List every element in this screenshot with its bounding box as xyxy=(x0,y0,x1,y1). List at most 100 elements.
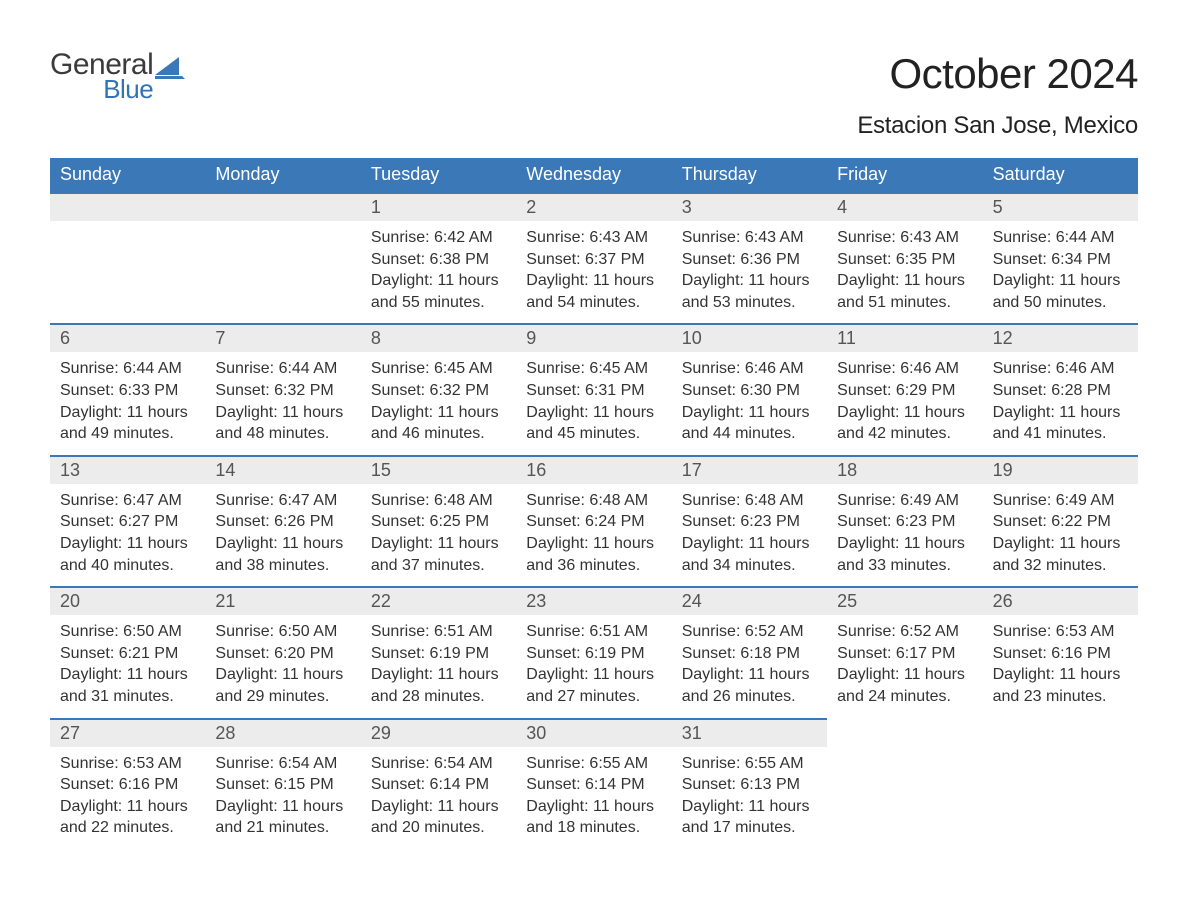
sunrise-line: Sunrise: 6:55 AM xyxy=(682,753,817,775)
daylight-line: Daylight: 11 hours and 50 minutes. xyxy=(993,270,1128,313)
day-number: 8 xyxy=(361,323,516,352)
daylight-line: Daylight: 11 hours and 55 minutes. xyxy=(371,270,506,313)
sunrise-line: Sunrise: 6:44 AM xyxy=(215,358,350,380)
day-number: 26 xyxy=(983,586,1138,615)
weekday-header: Thursday xyxy=(672,158,827,192)
sunset-line: Sunset: 6:16 PM xyxy=(993,643,1128,665)
calendar-cell: 3Sunrise: 6:43 AMSunset: 6:36 PMDaylight… xyxy=(672,192,827,323)
calendar-cell: 31Sunrise: 6:55 AMSunset: 6:13 PMDayligh… xyxy=(672,718,827,849)
title-block: October 2024 Estacion San Jose, Mexico xyxy=(857,50,1138,140)
sunrise-line: Sunrise: 6:44 AM xyxy=(993,227,1128,249)
calendar-cell-empty xyxy=(205,192,360,323)
calendar-grid: SundayMondayTuesdayWednesdayThursdayFrid… xyxy=(50,158,1138,849)
calendar-cell: 29Sunrise: 6:54 AMSunset: 6:14 PMDayligh… xyxy=(361,718,516,849)
day-content: Sunrise: 6:44 AMSunset: 6:34 PMDaylight:… xyxy=(983,221,1138,323)
daylight-line: Daylight: 11 hours and 41 minutes. xyxy=(993,402,1128,445)
sunset-line: Sunset: 6:32 PM xyxy=(371,380,506,402)
sunrise-line: Sunrise: 6:43 AM xyxy=(837,227,972,249)
calendar-cell: 30Sunrise: 6:55 AMSunset: 6:14 PMDayligh… xyxy=(516,718,671,849)
day-content: Sunrise: 6:52 AMSunset: 6:18 PMDaylight:… xyxy=(672,615,827,717)
logo-text: General Blue xyxy=(50,50,153,102)
day-number: 7 xyxy=(205,323,360,352)
sunset-line: Sunset: 6:32 PM xyxy=(215,380,350,402)
day-number: 13 xyxy=(50,455,205,484)
daylight-line: Daylight: 11 hours and 17 minutes. xyxy=(682,796,817,839)
day-number: 14 xyxy=(205,455,360,484)
day-content: Sunrise: 6:43 AMSunset: 6:35 PMDaylight:… xyxy=(827,221,982,323)
calendar-cell: 21Sunrise: 6:50 AMSunset: 6:20 PMDayligh… xyxy=(205,586,360,717)
sunset-line: Sunset: 6:23 PM xyxy=(682,511,817,533)
calendar-cell: 22Sunrise: 6:51 AMSunset: 6:19 PMDayligh… xyxy=(361,586,516,717)
sail-icon xyxy=(155,57,185,79)
calendar-cell: 12Sunrise: 6:46 AMSunset: 6:28 PMDayligh… xyxy=(983,323,1138,454)
daylight-line: Daylight: 11 hours and 51 minutes. xyxy=(837,270,972,313)
sunrise-line: Sunrise: 6:54 AM xyxy=(215,753,350,775)
sunset-line: Sunset: 6:36 PM xyxy=(682,249,817,271)
sunrise-line: Sunrise: 6:54 AM xyxy=(371,753,506,775)
sunrise-line: Sunrise: 6:46 AM xyxy=(837,358,972,380)
sunset-line: Sunset: 6:16 PM xyxy=(60,774,195,796)
calendar-cell: 23Sunrise: 6:51 AMSunset: 6:19 PMDayligh… xyxy=(516,586,671,717)
sunset-line: Sunset: 6:26 PM xyxy=(215,511,350,533)
sunset-line: Sunset: 6:24 PM xyxy=(526,511,661,533)
calendar-cell: 26Sunrise: 6:53 AMSunset: 6:16 PMDayligh… xyxy=(983,586,1138,717)
day-content: Sunrise: 6:48 AMSunset: 6:25 PMDaylight:… xyxy=(361,484,516,586)
sunrise-line: Sunrise: 6:49 AM xyxy=(993,490,1128,512)
weekday-header: Sunday xyxy=(50,158,205,192)
sunrise-line: Sunrise: 6:48 AM xyxy=(526,490,661,512)
day-content: Sunrise: 6:43 AMSunset: 6:36 PMDaylight:… xyxy=(672,221,827,323)
day-content: Sunrise: 6:49 AMSunset: 6:22 PMDaylight:… xyxy=(983,484,1138,586)
day-number: 6 xyxy=(50,323,205,352)
day-number: 9 xyxy=(516,323,671,352)
day-content: Sunrise: 6:46 AMSunset: 6:29 PMDaylight:… xyxy=(827,352,982,454)
day-content: Sunrise: 6:48 AMSunset: 6:24 PMDaylight:… xyxy=(516,484,671,586)
sunset-line: Sunset: 6:35 PM xyxy=(837,249,972,271)
calendar-cell: 18Sunrise: 6:49 AMSunset: 6:23 PMDayligh… xyxy=(827,455,982,586)
day-number: 4 xyxy=(827,192,982,221)
sunset-line: Sunset: 6:37 PM xyxy=(526,249,661,271)
daylight-line: Daylight: 11 hours and 24 minutes. xyxy=(837,664,972,707)
day-content: Sunrise: 6:45 AMSunset: 6:31 PMDaylight:… xyxy=(516,352,671,454)
sunrise-line: Sunrise: 6:45 AM xyxy=(371,358,506,380)
sunset-line: Sunset: 6:21 PM xyxy=(60,643,195,665)
day-content: Sunrise: 6:47 AMSunset: 6:26 PMDaylight:… xyxy=(205,484,360,586)
day-content: Sunrise: 6:48 AMSunset: 6:23 PMDaylight:… xyxy=(672,484,827,586)
sunrise-line: Sunrise: 6:52 AM xyxy=(682,621,817,643)
month-title: October 2024 xyxy=(857,50,1138,98)
sunset-line: Sunset: 6:25 PM xyxy=(371,511,506,533)
day-number: 18 xyxy=(827,455,982,484)
sunset-line: Sunset: 6:27 PM xyxy=(60,511,195,533)
calendar-cell: 17Sunrise: 6:48 AMSunset: 6:23 PMDayligh… xyxy=(672,455,827,586)
sunset-line: Sunset: 6:31 PM xyxy=(526,380,661,402)
day-number: 30 xyxy=(516,718,671,747)
daylight-line: Daylight: 11 hours and 37 minutes. xyxy=(371,533,506,576)
day-number: 19 xyxy=(983,455,1138,484)
day-number-empty xyxy=(205,192,360,221)
daylight-line: Daylight: 11 hours and 53 minutes. xyxy=(682,270,817,313)
day-content: Sunrise: 6:53 AMSunset: 6:16 PMDaylight:… xyxy=(983,615,1138,717)
daylight-line: Daylight: 11 hours and 44 minutes. xyxy=(682,402,817,445)
calendar-cell: 9Sunrise: 6:45 AMSunset: 6:31 PMDaylight… xyxy=(516,323,671,454)
calendar-cell: 19Sunrise: 6:49 AMSunset: 6:22 PMDayligh… xyxy=(983,455,1138,586)
sunrise-line: Sunrise: 6:45 AM xyxy=(526,358,661,380)
calendar-cell-empty xyxy=(50,192,205,323)
day-number: 2 xyxy=(516,192,671,221)
sunset-line: Sunset: 6:14 PM xyxy=(526,774,661,796)
daylight-line: Daylight: 11 hours and 38 minutes. xyxy=(215,533,350,576)
day-number: 27 xyxy=(50,718,205,747)
sunrise-line: Sunrise: 6:50 AM xyxy=(215,621,350,643)
day-content: Sunrise: 6:50 AMSunset: 6:20 PMDaylight:… xyxy=(205,615,360,717)
calendar-cell: 5Sunrise: 6:44 AMSunset: 6:34 PMDaylight… xyxy=(983,192,1138,323)
day-content: Sunrise: 6:55 AMSunset: 6:14 PMDaylight:… xyxy=(516,747,671,849)
daylight-line: Daylight: 11 hours and 23 minutes. xyxy=(993,664,1128,707)
sunrise-line: Sunrise: 6:43 AM xyxy=(526,227,661,249)
day-number: 5 xyxy=(983,192,1138,221)
daylight-line: Daylight: 11 hours and 27 minutes. xyxy=(526,664,661,707)
daylight-line: Daylight: 11 hours and 31 minutes. xyxy=(60,664,195,707)
day-content: Sunrise: 6:44 AMSunset: 6:32 PMDaylight:… xyxy=(205,352,360,454)
sunrise-line: Sunrise: 6:47 AM xyxy=(60,490,195,512)
day-number-empty xyxy=(50,192,205,221)
calendar-cell: 24Sunrise: 6:52 AMSunset: 6:18 PMDayligh… xyxy=(672,586,827,717)
sunset-line: Sunset: 6:34 PM xyxy=(993,249,1128,271)
day-number: 11 xyxy=(827,323,982,352)
